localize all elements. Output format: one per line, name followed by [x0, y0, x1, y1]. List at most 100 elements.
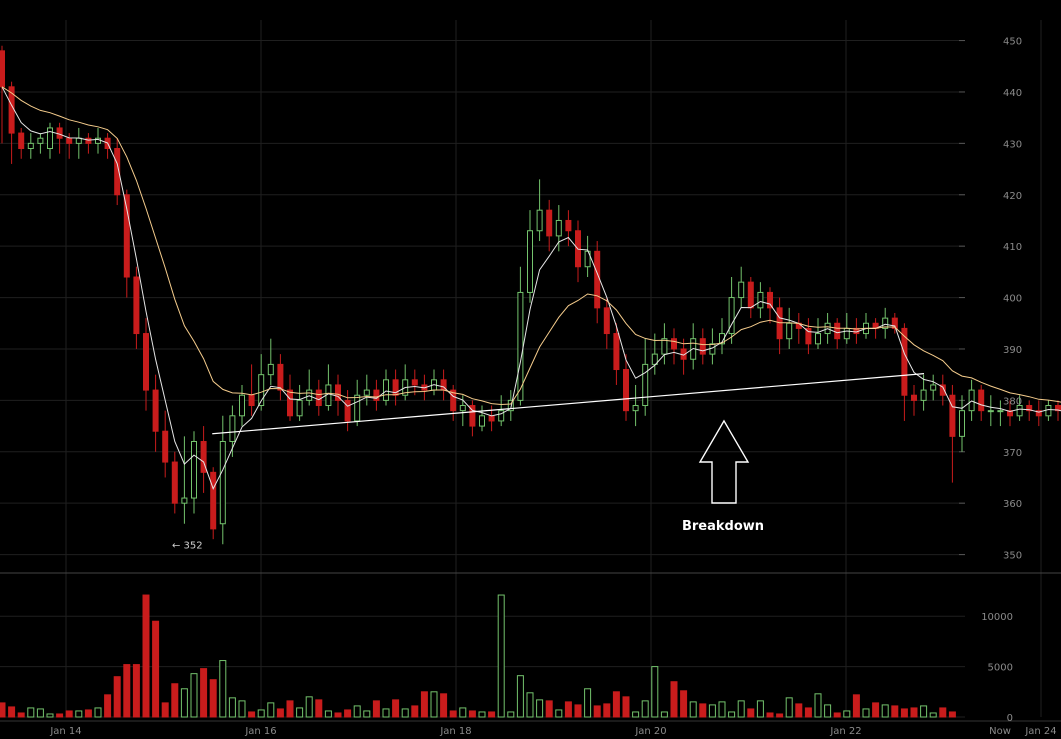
slow-moving-average-line: [1, 86, 1061, 406]
candle-body-down: [411, 379, 418, 386]
price-candles: [0, 45, 1061, 545]
volume-bar-down: [8, 706, 16, 718]
candle: [95, 127, 101, 154]
candle-body-up: [219, 440, 226, 525]
volume-bar-down: [152, 620, 160, 718]
volume-bar-up: [46, 713, 54, 718]
candle-body-down: [315, 389, 322, 407]
candle-body-down: [671, 338, 677, 350]
volume-bars: [0, 594, 956, 718]
candle-body-up: [296, 399, 303, 417]
candle: [162, 410, 169, 478]
candle: [315, 379, 322, 416]
volume-bar-down: [872, 702, 880, 718]
candle-body-down: [162, 430, 169, 463]
candle: [287, 374, 293, 421]
candle: [143, 318, 149, 411]
x-tick-label: Jan 14: [49, 726, 81, 737]
candle-body-down: [171, 461, 178, 504]
candle: [431, 369, 437, 396]
candle-body-down: [335, 384, 341, 401]
candle: [728, 277, 735, 344]
candle: [555, 205, 562, 252]
candle-body-down: [939, 384, 946, 396]
candle-body-up: [459, 405, 466, 412]
candle-body-down: [152, 389, 159, 432]
volume-bar-down: [804, 707, 812, 718]
candle: [37, 133, 44, 154]
volume-bar-up: [478, 711, 486, 718]
volume-bar-up: [756, 700, 764, 718]
candle: [1026, 400, 1033, 421]
candle: [930, 374, 937, 401]
candle: [719, 318, 725, 355]
volume-bar-down: [142, 594, 150, 718]
volume-bar-down: [545, 700, 553, 718]
candle-body-down: [747, 281, 754, 309]
volume-bar-down: [56, 713, 64, 718]
candle-body-down: [1007, 410, 1013, 417]
candle: [27, 133, 34, 159]
candle: [786, 307, 793, 349]
candle: [776, 297, 783, 355]
candle-body-down: [949, 394, 956, 437]
candle: [210, 467, 217, 540]
x-tick-label: Jan 20: [634, 726, 666, 737]
candle: [882, 307, 889, 339]
candle: [987, 395, 994, 427]
candle: [584, 235, 591, 278]
volume-bar-down: [411, 705, 419, 718]
candle: [690, 323, 697, 370]
candle-body-down: [767, 291, 773, 309]
candle: [757, 282, 764, 319]
volume-tick-label: 5000: [988, 663, 1013, 674]
candle: [968, 379, 975, 421]
volume-bar-down: [344, 709, 352, 718]
breakdown-label: Breakdown: [682, 519, 764, 534]
candle-body-down: [133, 276, 140, 335]
volume-bar-up: [929, 712, 937, 718]
candle-body-up: [920, 389, 927, 401]
candle: [75, 127, 82, 159]
price-tick-label: 360: [1003, 499, 1022, 510]
candle: [450, 384, 457, 421]
candle: [498, 395, 505, 427]
candle-body-down: [469, 405, 476, 427]
candle-body-up: [968, 389, 975, 412]
price-tick-label: 400: [1003, 294, 1022, 305]
candle: [795, 312, 802, 344]
volume-bar-down: [392, 699, 400, 718]
candle-body-down: [18, 132, 25, 150]
candle: [671, 328, 677, 365]
volume-bar-up: [94, 707, 102, 718]
candle: [939, 374, 946, 406]
volume-bar-up: [497, 594, 505, 718]
candle-body-up: [987, 410, 994, 413]
volume-bar-down: [200, 668, 208, 718]
candle-body-up: [815, 333, 821, 345]
candle: [47, 122, 53, 159]
volume-bar-down: [104, 694, 112, 718]
candle: [0, 45, 5, 144]
candle-body-up: [37, 137, 44, 144]
candle-body-up: [181, 497, 188, 504]
volume-bar-down: [440, 693, 448, 718]
candle-body-up: [642, 363, 649, 407]
candle-body-up: [239, 394, 245, 417]
volume-bar-up: [718, 701, 726, 718]
volume-bar-up: [190, 673, 198, 718]
annotations-layer: ← 352 Breakdown: [172, 419, 764, 551]
candle: [306, 369, 313, 406]
price-tick-label: 440: [1003, 88, 1022, 99]
candle-body-down: [911, 394, 917, 401]
volume-bar-up: [814, 693, 822, 718]
candle-body-up: [882, 317, 889, 329]
candle-body-up: [757, 291, 764, 309]
candle-body-up: [632, 405, 639, 412]
price-tick-label: 450: [1003, 37, 1022, 48]
volume-bar-down: [286, 700, 294, 718]
candle: [373, 379, 380, 411]
volume-bar-down: [612, 691, 620, 718]
volume-bar-down: [622, 696, 630, 718]
volume-bar-up: [75, 710, 83, 718]
